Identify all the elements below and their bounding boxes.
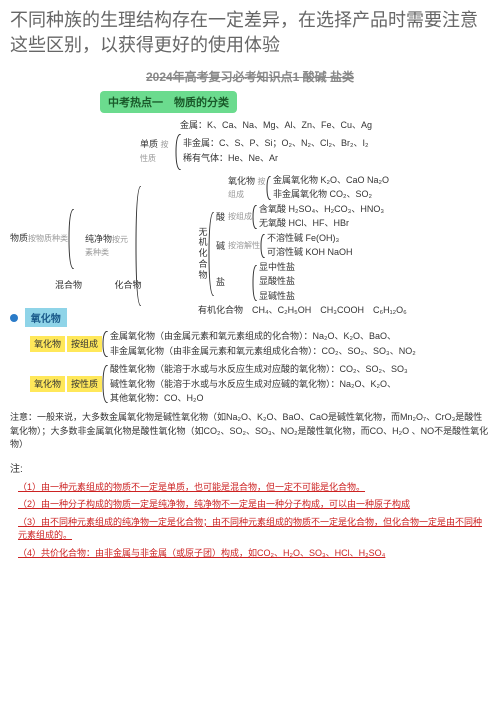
by-composition-btn: 按组成 [67,336,102,352]
oxide-label-2: 氧化物 [30,376,65,392]
bracket-icon [102,331,110,357]
hotspot-badge: 中考热点一 物质的分类 [100,91,237,113]
by-property-btn: 按性质 [67,376,102,392]
tree-root-note: 按物质种类 [28,234,68,243]
hotspot-badge-row: 中考热点一 物质的分类 [0,87,500,113]
point-2: （2）由一种分子构成的物质一定是纯净物，纯净物不一定是由一种分子构成，可以由一种… [0,496,500,514]
annotation-label: 注: [0,456,500,479]
oxide-by-composition: 氧化物 按组成 金属氧化物（由金属元素和氧元素组成的化合物）：Na₂O、K₂O、… [0,327,500,360]
metal-oxide-line: 金属氧化物（由金属元素和氧元素组成的化合物）：Na₂O、K₂O、BaO、 [110,329,490,343]
tree-metal: 金属：K、Ca、Na、Mg、Al、Zn、Fe、Cu、Ag [180,119,490,133]
tree-organic: 有机化合物 CH₄、C₂H₅OH CH₃COOH C₆H₁₂O₆ [143,304,490,318]
other-oxide-line: 其他氧化物：CO、H₂O [110,391,490,405]
bracket-icon [68,209,76,269]
tree-compound: 化合物 [115,280,142,290]
tree-nonmetal-oxide: 非金属氧化物 CO₂、SO₂ [273,188,490,202]
point-1: （1）由一种元素组成的物质不一定是单质，也可能是混合物，但一定不可能是化合物。 [0,479,500,497]
tree-simple: 单质 [140,139,158,149]
acidic-oxide-line: 酸性氧化物（能溶于水或与水反应生成对应酸的氧化物）：CO₂、SO₂、SO₃ [110,362,490,376]
point-4: （4）共价化合物：由非金属与非金属（或原子团）构成，如CO₂、H₂O、SO₃、H… [0,545,500,563]
bracket-icon [266,176,273,200]
tree-nonmetal: 非金属：C、S、P、Si；O₂、N₂、Cl₂、Br₂、I₂ [183,137,490,151]
oxide-note: 注意：一般来说，大多数金属氧化物是碱性氧化物（如Na₂O、K₂O、BaO、CaO… [0,407,500,456]
bracket-icon [175,134,183,170]
point-3: （3）由不同种元素组成的纯净物一定是化合物；由不同种元素组成的物质不一定是化合物… [0,514,500,545]
tree-oxide: 氧化物 [228,176,255,186]
basic-oxide-line: 碱性氧化物（能溶于水或与水反应生成对应碱的氧化物）：Na₂O、K₂O、 [110,377,490,391]
oxide-section-label: 氧化物 [25,308,67,327]
bracket-icon [102,365,110,403]
nonmetal-oxide-line: 非金属氧化物（由非金属元素和氧元素组成化合物）：CO₂、SO₂、SO₃、NO₂ [110,344,490,358]
tree-noble: 稀有气体：He、Ne、Ar [183,152,490,166]
header-note: 不同种族的生理结构存在一定差异，在选择产品时需要注意这些区别，以获得更好的使用体… [0,0,500,66]
blue-dot-icon [10,314,18,322]
tree-mix: 混合物 [55,280,82,290]
tree-metal-oxide: 金属氧化物 K₂O、CaO Na₂O [273,174,490,188]
tree-root: 物质 [10,233,28,243]
struck-subtitle: 2024年高考复习必考知识点1 酸碱 盐类 [0,66,500,87]
oxide-by-property: 氧化物 按性质 酸性氧化物（能溶于水或与水反应生成对应酸的氧化物）：CO₂、SO… [0,360,500,407]
oxide-label-1: 氧化物 [30,336,65,352]
